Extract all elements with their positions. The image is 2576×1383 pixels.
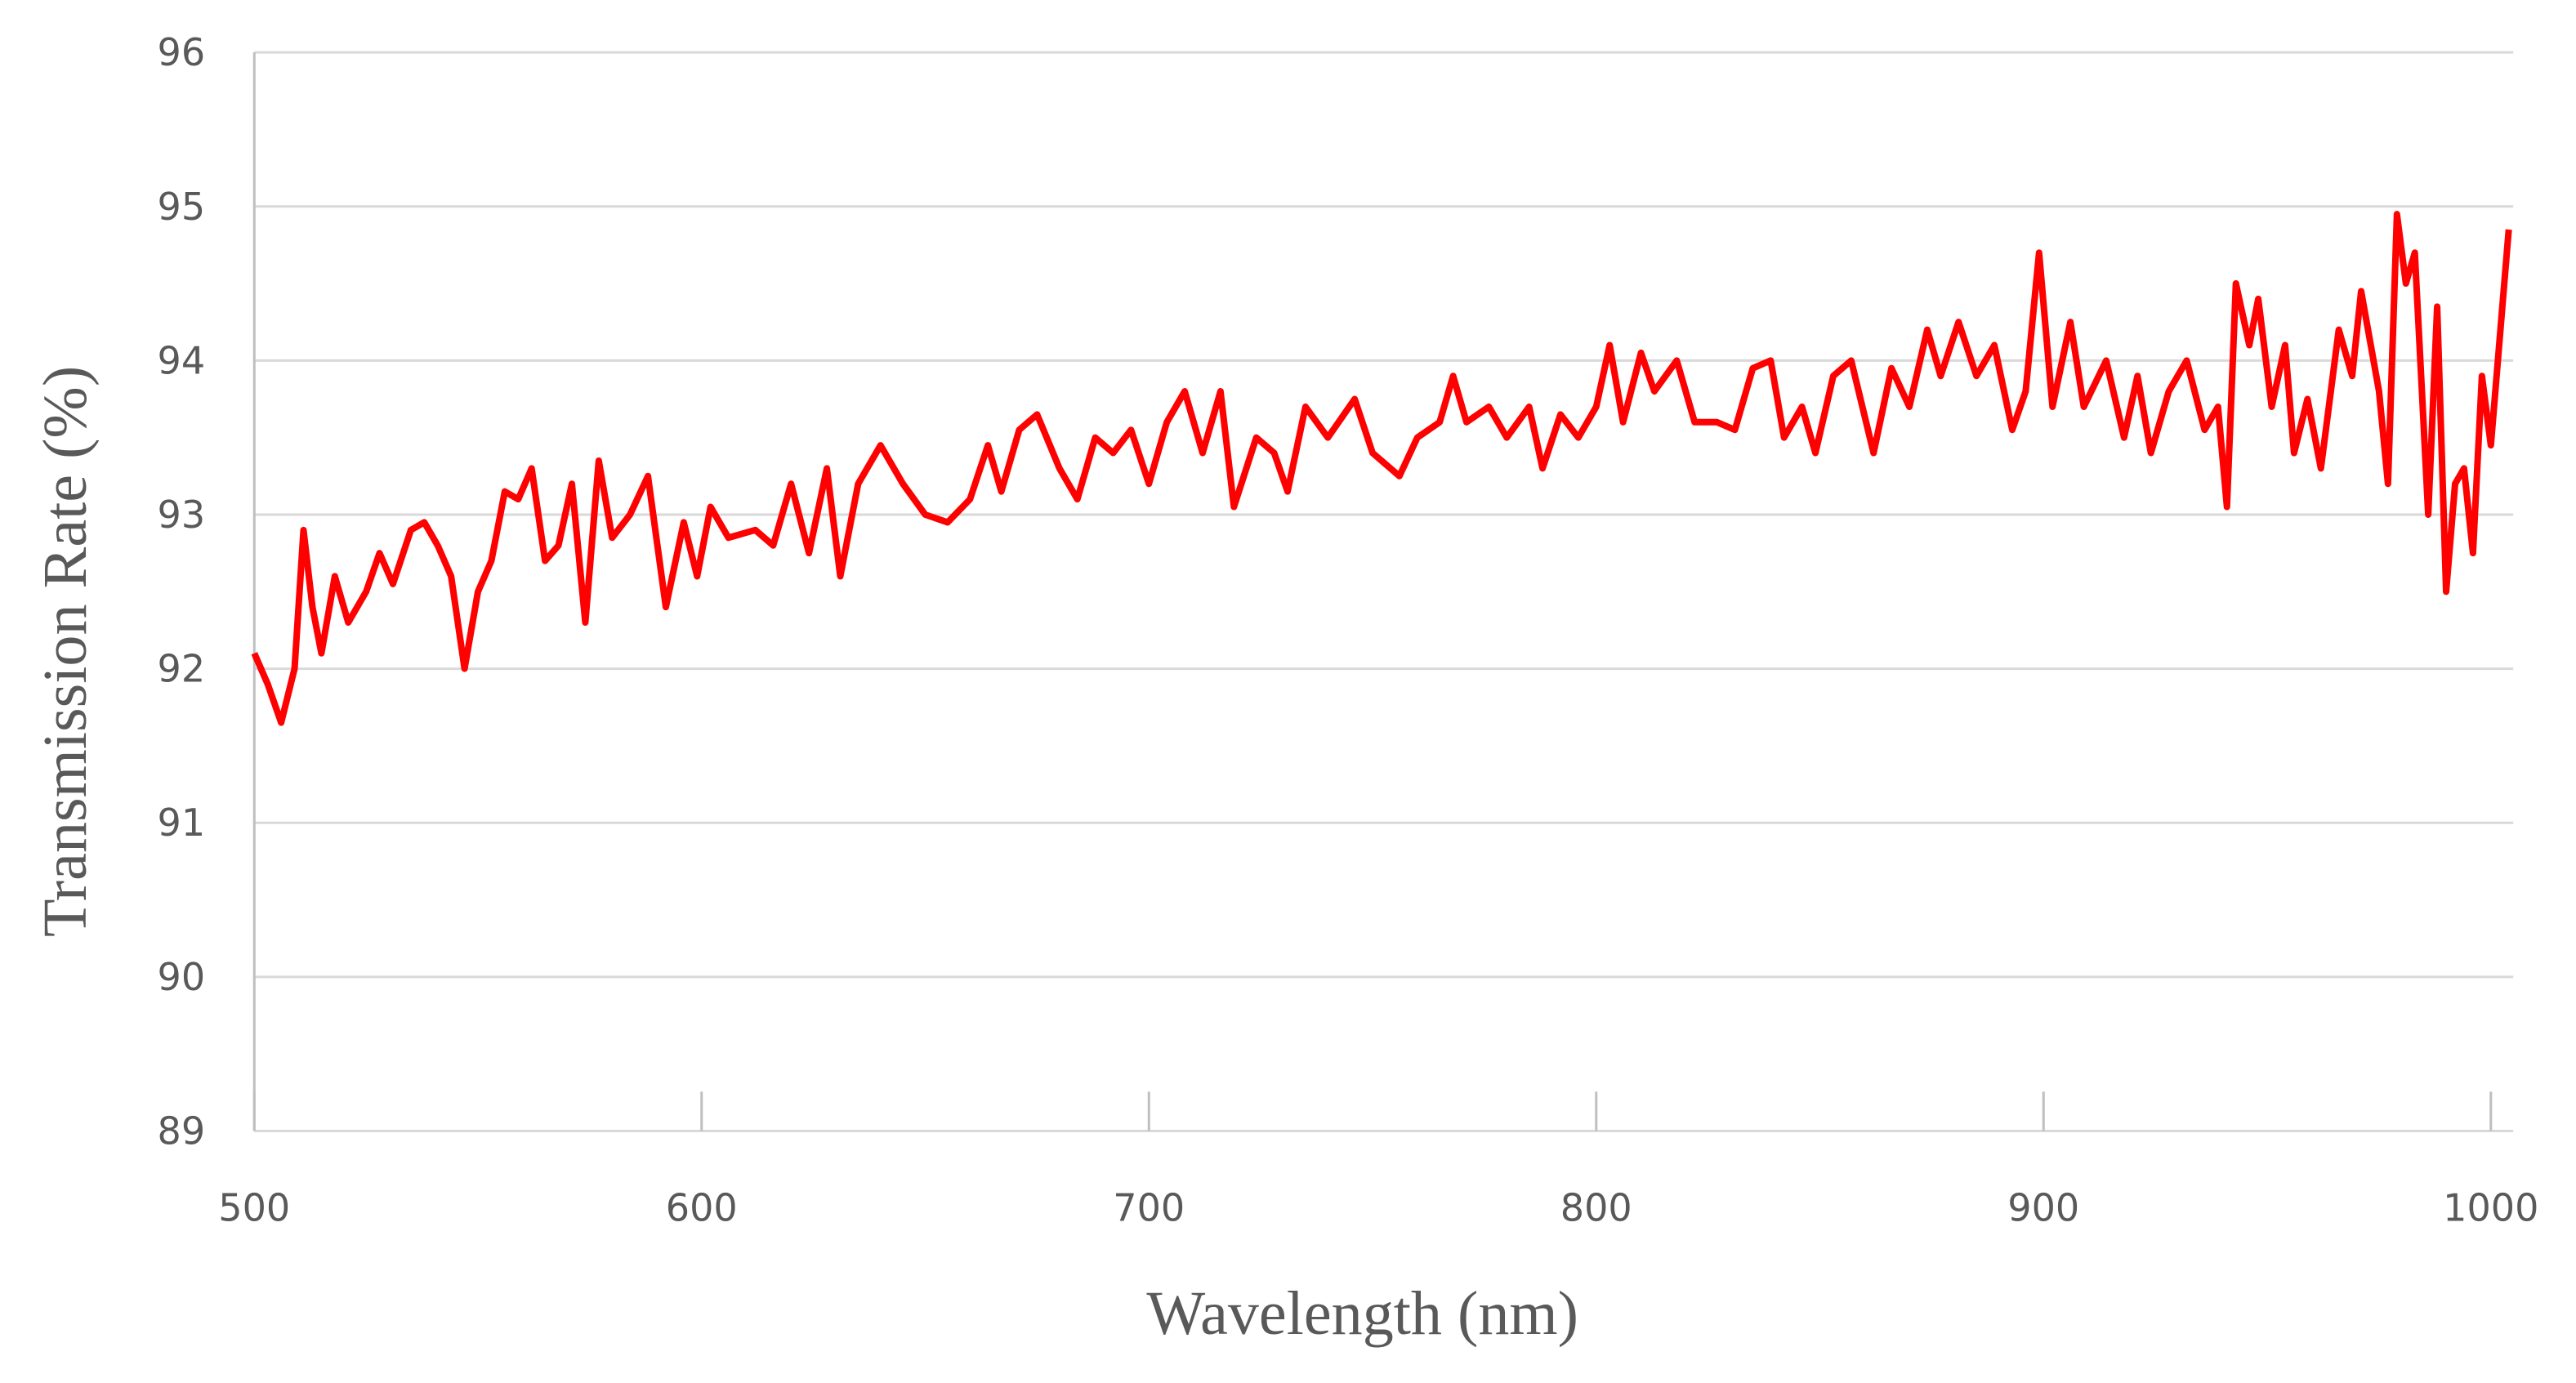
data-line (251, 211, 2512, 726)
x-tick-label: 900 (2007, 1186, 2079, 1230)
y-tick-label: 89 (158, 1109, 206, 1153)
x-axis-title: Wavelength (nm) (1146, 1279, 1578, 1348)
y-tick-label: 95 (158, 185, 206, 229)
y-axis-title: Transmission Rate (%) (31, 366, 100, 937)
x-tick-label: 500 (218, 1186, 290, 1230)
x-tick-label: 800 (1560, 1186, 1632, 1230)
x-tick-label: 600 (666, 1186, 738, 1230)
y-tick-label: 94 (158, 338, 206, 382)
y-tick-label: 91 (158, 801, 206, 845)
y-tick-label: 93 (158, 493, 206, 537)
x-tick-label: 700 (1113, 1186, 1185, 1230)
x-tick-label: 1000 (2443, 1186, 2538, 1230)
y-tick-label: 90 (158, 955, 206, 999)
y-tick-label: 92 (158, 647, 206, 691)
y-tick-label: 96 (158, 30, 206, 74)
